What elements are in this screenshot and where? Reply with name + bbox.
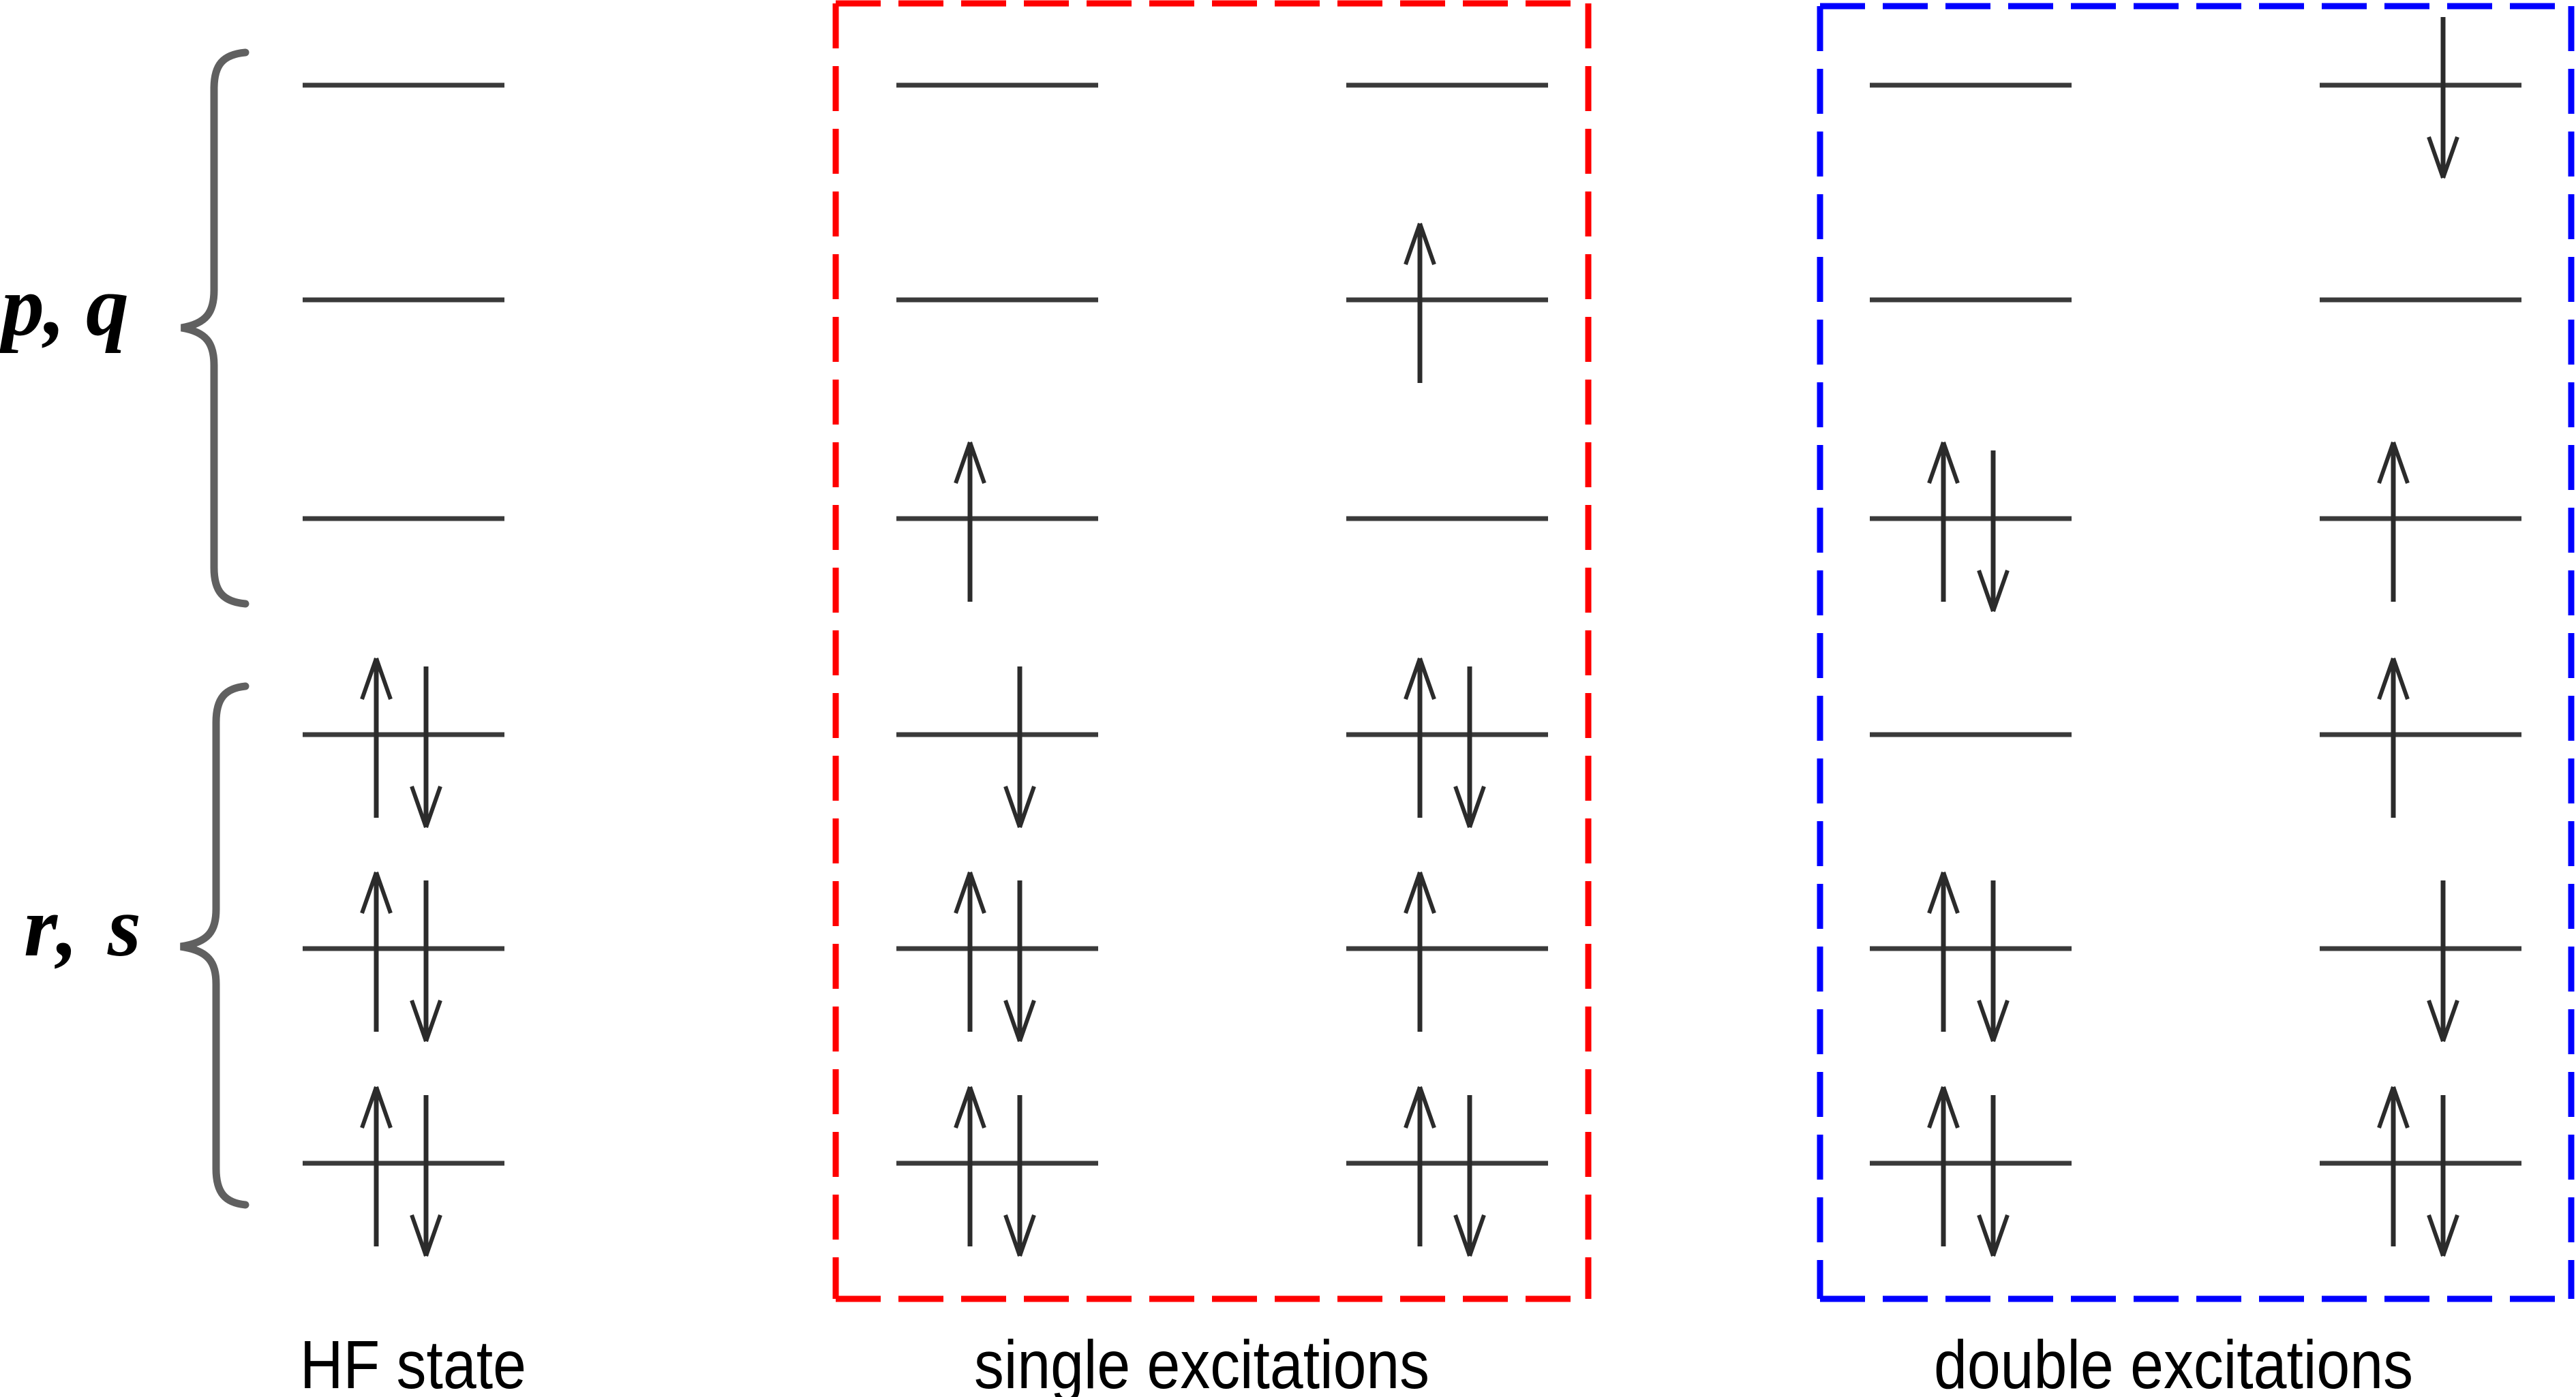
svg-text:HF state: HF state: [300, 1327, 526, 1397]
svg-text:r, s: r, s: [24, 880, 141, 974]
svg-text:p, q: p, q: [0, 259, 129, 354]
svg-text:single excitations: single excitations: [974, 1327, 1429, 1397]
svg-text:double excitations: double excitations: [1934, 1327, 2413, 1397]
